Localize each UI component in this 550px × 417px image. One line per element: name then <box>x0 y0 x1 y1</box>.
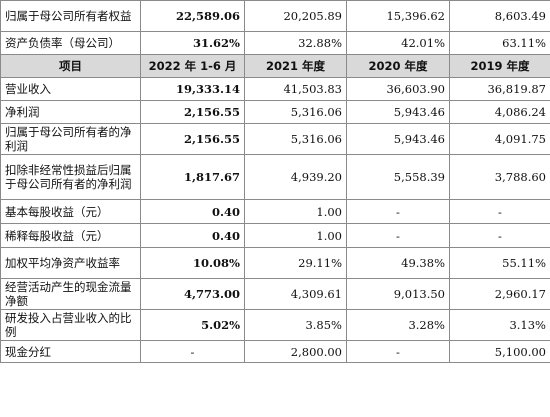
row-label: 扣除非经常性损益后归属于母公司所有者的净利润 <box>0 154 141 200</box>
cell-2020: 3.28% <box>346 309 450 341</box>
table-row: 净利润 2,156.55 5,316.06 5,943.46 4,086.24 <box>0 100 550 124</box>
cell-2021: 5,316.06 <box>244 100 347 124</box>
header-2021: 2021 年度 <box>244 54 347 78</box>
cell-2020: - <box>346 199 450 224</box>
cell-2022: 2,156.55 <box>140 100 245 124</box>
table-row: 稀释每股收益（元） 0.40 1.00 - - <box>0 223 550 248</box>
cell-2020: 15,396.62 <box>346 0 450 32</box>
table-row: 加权平均净资产收益率 10.08% 29.11% 49.38% 55.11% <box>0 247 550 279</box>
cell-2020: 49.38% <box>346 247 450 279</box>
cell-2022: 19,333.14 <box>140 77 245 101</box>
table-row: 营业收入 19,333.14 41,503.83 36,603.90 36,81… <box>0 77 550 101</box>
cell-2020: - <box>346 340 450 363</box>
row-label: 归属于母公司所有者的净利润 <box>0 123 141 155</box>
cell-2020: - <box>346 223 450 248</box>
cell-2022: 2,156.55 <box>140 123 245 155</box>
cell-2022: 0.40 <box>140 223 245 248</box>
cell-2019: - <box>449 199 550 224</box>
cell-2021: 2,800.00 <box>244 340 347 363</box>
cell-2019: 2,960.17 <box>449 278 550 310</box>
cell-2022: 31.62% <box>140 31 245 55</box>
row-label: 净利润 <box>0 100 141 124</box>
cell-2021: 4,939.20 <box>244 154 347 200</box>
row-label: 经营活动产生的现金流量净额 <box>0 278 141 310</box>
row-label: 营业收入 <box>0 77 141 101</box>
header-2022: 2022 年 1-6 月 <box>140 54 245 78</box>
table-row: 现金分红 - 2,800.00 - 5,100.00 <box>0 340 550 363</box>
cell-2022: 5.02% <box>140 309 245 341</box>
row-label: 归属于母公司所有者权益 <box>0 0 141 32</box>
header-item: 项目 <box>0 54 141 78</box>
cell-2022: 4,773.00 <box>140 278 245 310</box>
cell-2021: 41,503.83 <box>244 77 347 101</box>
cell-2022: 1,817.67 <box>140 154 245 200</box>
cell-2021: 1.00 <box>244 223 347 248</box>
financial-table: 归属于母公司所有者权益 22,589.06 20,205.89 15,396.6… <box>0 0 550 363</box>
cell-2019: 36,819.87 <box>449 77 550 101</box>
table-row: 资产负债率（母公司） 31.62% 32.88% 42.01% 63.11% <box>0 31 550 55</box>
table-row: 归属于母公司所有者权益 22,589.06 20,205.89 15,396.6… <box>0 0 550 32</box>
table-row: 研发投入占营业收入的比例 5.02% 3.85% 3.28% 3.13% <box>0 309 550 341</box>
cell-2021: 20,205.89 <box>244 0 347 32</box>
cell-2020: 5,943.46 <box>346 123 450 155</box>
header-2019: 2019 年度 <box>449 54 550 78</box>
row-label: 基本每股收益（元） <box>0 199 141 224</box>
cell-2019: - <box>449 223 550 248</box>
row-label: 加权平均净资产收益率 <box>0 247 141 279</box>
row-label: 资产负债率（母公司） <box>0 31 141 55</box>
cell-2020: 9,013.50 <box>346 278 450 310</box>
cell-2021: 29.11% <box>244 247 347 279</box>
cell-2019: 63.11% <box>449 31 550 55</box>
cell-2021: 5,316.06 <box>244 123 347 155</box>
cell-2019: 4,086.24 <box>449 100 550 124</box>
header-2020: 2020 年度 <box>346 54 450 78</box>
cell-2020: 5,943.46 <box>346 100 450 124</box>
cell-2020: 5,558.39 <box>346 154 450 200</box>
row-label: 现金分红 <box>0 340 141 363</box>
table-row: 基本每股收益（元） 0.40 1.00 - - <box>0 199 550 224</box>
cell-2022: - <box>140 340 245 363</box>
cell-2020: 42.01% <box>346 31 450 55</box>
cell-2021: 32.88% <box>244 31 347 55</box>
cell-2019: 4,091.75 <box>449 123 550 155</box>
cell-2021: 3.85% <box>244 309 347 341</box>
cell-2019: 3.13% <box>449 309 550 341</box>
cell-2022: 10.08% <box>140 247 245 279</box>
cell-2020: 36,603.90 <box>346 77 450 101</box>
cell-2021: 4,309.61 <box>244 278 347 310</box>
cell-2019: 3,788.60 <box>449 154 550 200</box>
table-header-row: 项目 2022 年 1-6 月 2021 年度 2020 年度 2019 年度 <box>0 54 550 78</box>
table-row: 归属于母公司所有者的净利润 2,156.55 5,316.06 5,943.46… <box>0 123 550 155</box>
cell-2019: 8,603.49 <box>449 0 550 32</box>
cell-2019: 5,100.00 <box>449 340 550 363</box>
row-label: 研发投入占营业收入的比例 <box>0 309 141 341</box>
cell-2022: 22,589.06 <box>140 0 245 32</box>
cell-2022: 0.40 <box>140 199 245 224</box>
cell-2019: 55.11% <box>449 247 550 279</box>
table-row: 经营活动产生的现金流量净额 4,773.00 4,309.61 9,013.50… <box>0 278 550 310</box>
row-label: 稀释每股收益（元） <box>0 223 141 248</box>
cell-2021: 1.00 <box>244 199 347 224</box>
table-row: 扣除非经常性损益后归属于母公司所有者的净利润 1,817.67 4,939.20… <box>0 154 550 200</box>
